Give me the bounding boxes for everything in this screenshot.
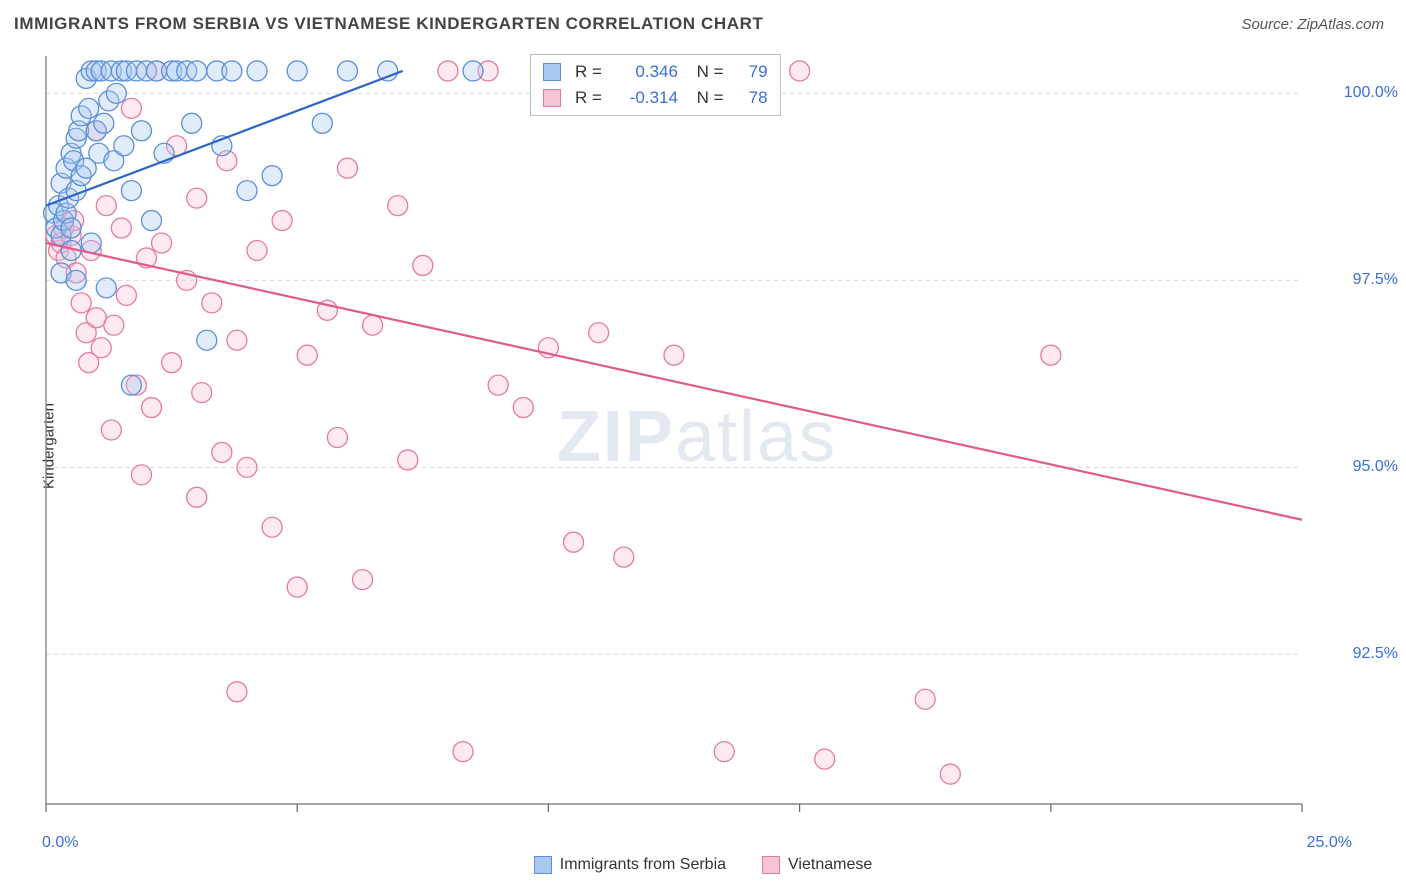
x-tick-labels: 0.0% 25.0% [42, 834, 1352, 858]
legend-label-vietnamese: Vietnamese [788, 856, 872, 874]
correlation-stats-box: R = 0.346 N = 79 R = -0.314 N = 78 [530, 54, 781, 116]
legend-item-serbia: Immigrants from Serbia [534, 856, 726, 874]
y-tick-label: 97.5% [1353, 271, 1398, 289]
stats-row-serbia: R = 0.346 N = 79 [543, 59, 768, 85]
y-tick-label: 100.0% [1344, 84, 1398, 102]
plot-svg [42, 52, 1352, 822]
bottom-legend: Immigrants from Serbia Vietnamese [0, 856, 1406, 874]
chart-header: IMMIGRANTS FROM SERBIA VS VIETNAMESE KIN… [0, 0, 1406, 48]
swatch-vietnamese [543, 89, 561, 107]
y-tick-label: 95.0% [1353, 458, 1398, 476]
chart-source: Source: ZipAtlas.com [1241, 16, 1384, 33]
swatch-serbia [543, 63, 561, 81]
scatter-plot: ZIPatlas [42, 52, 1352, 822]
legend-swatch-serbia [534, 856, 552, 874]
n-vietnamese: 78 [738, 88, 768, 108]
r-serbia: 0.346 [616, 62, 678, 82]
chart-title: IMMIGRANTS FROM SERBIA VS VIETNAMESE KIN… [14, 14, 764, 34]
y-tick-label: 92.5% [1353, 645, 1398, 663]
x-label-max: 25.0% [1307, 834, 1352, 852]
stats-row-vietnamese: R = -0.314 N = 78 [543, 85, 768, 111]
n-serbia: 79 [738, 62, 768, 82]
r-vietnamese: -0.314 [616, 88, 678, 108]
legend-label-serbia: Immigrants from Serbia [560, 856, 726, 874]
x-label-min: 0.0% [42, 834, 78, 852]
legend-swatch-vietnamese [762, 856, 780, 874]
legend-item-vietnamese: Vietnamese [762, 856, 872, 874]
